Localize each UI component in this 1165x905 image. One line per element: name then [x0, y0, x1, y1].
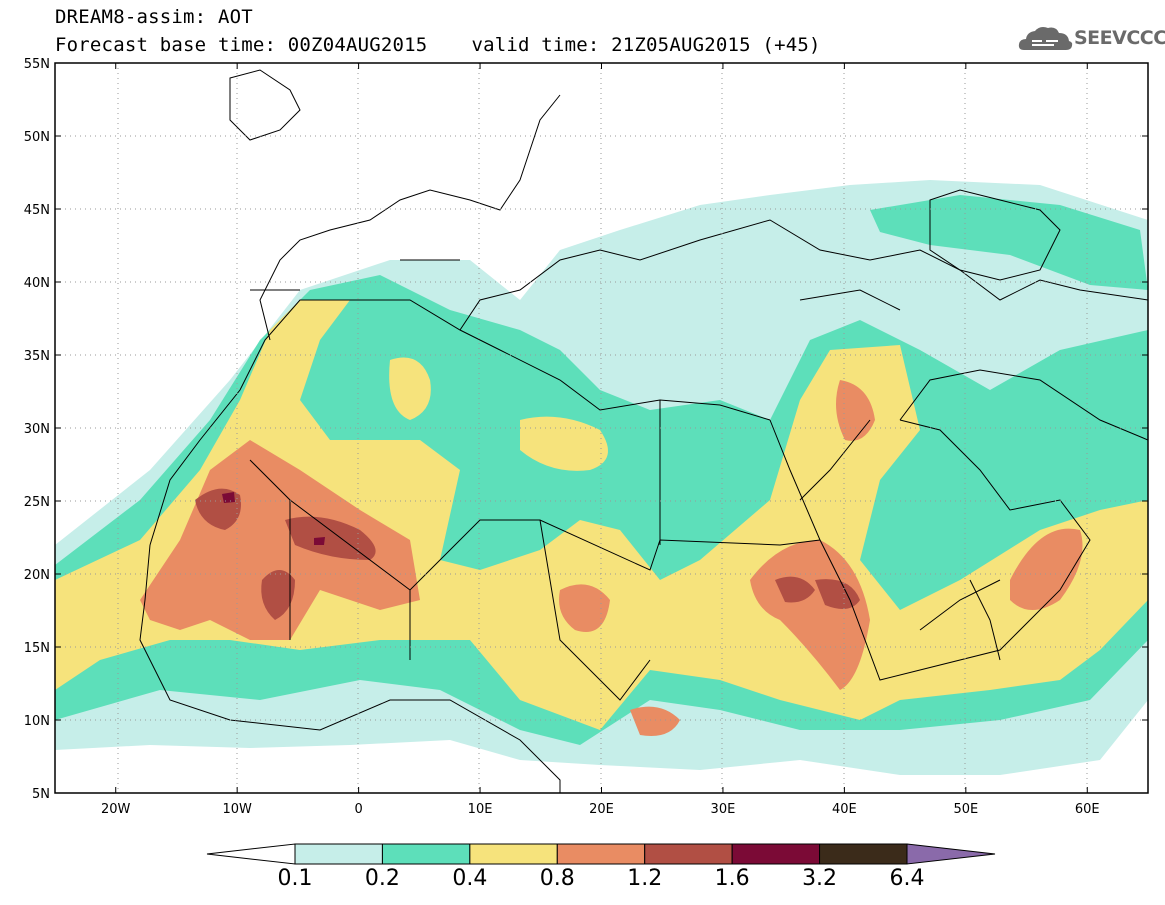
colorbar-segment: [556, 843, 646, 865]
lon-label-10W: 10W: [222, 802, 252, 817]
colorbar-segment: [819, 843, 908, 865]
latitude-labels: 5N 10N 15N 20N 25N 30N 35N 40N 45N 50N 55N: [24, 57, 50, 802]
lon-label-30E: 30E: [711, 802, 736, 817]
lat-label-30N: 30N: [24, 422, 50, 437]
grid-lines: [55, 63, 1148, 793]
lat-label-55N: 55N: [24, 57, 50, 72]
forecast-time-line: Forecast base time: 00Z04AUG2015 valid ti…: [55, 34, 821, 56]
colorbar: [206, 843, 996, 865]
lon-label-50E: 50E: [953, 802, 978, 817]
map-title: DREAM8-assim: AOT: [55, 6, 253, 28]
colorbar-level-label: 1.2: [627, 866, 663, 891]
aot-level-1.6: [222, 492, 235, 503]
lon-label-60E: 60E: [1075, 802, 1100, 817]
seevccc-logo: SEEVCCC: [1018, 24, 1165, 54]
lat-label-15N: 15N: [24, 641, 50, 656]
aot-level-0.8: [140, 440, 420, 640]
colorbar-segment: [731, 843, 821, 865]
axis-ticks: [55, 62, 1148, 794]
colorbar-level-label: 3.2: [802, 866, 838, 891]
colorbar-segment: [644, 843, 733, 865]
lon-label-10E: 10E: [468, 802, 493, 817]
lon-label-20E: 20E: [589, 802, 614, 817]
longitude-labels: 20W 10W 0 10E 20E 30E 40E 50E 60E: [101, 802, 1100, 817]
colorbar-segment: [381, 843, 471, 865]
base-time: Forecast base time: 00Z04AUG2015: [55, 34, 428, 56]
aot-level-0.4: [55, 300, 1148, 730]
colorbar-level-label: 6.4: [889, 866, 925, 891]
lat-label-25N: 25N: [24, 495, 50, 510]
coastlines: [139, 69, 1148, 793]
logo-text: SEEVCCC: [1074, 27, 1165, 49]
colorbar-level-label: 0.8: [539, 866, 575, 891]
colorbar-segment: [294, 843, 383, 865]
cloud-icon: [1018, 27, 1073, 50]
lat-label-50N: 50N: [24, 130, 50, 145]
lat-label-10N: 10N: [24, 714, 50, 729]
lat-label-20N: 20N: [24, 568, 50, 583]
valid-time: valid time: 21Z05AUG2015 (+45): [471, 34, 821, 56]
lat-label-40N: 40N: [24, 276, 50, 291]
lon-label-20W: 20W: [101, 802, 131, 817]
colorbar-segment: [469, 843, 558, 865]
lon-label-40E: 40E: [832, 802, 857, 817]
colorbar-level-label: 1.6: [714, 866, 750, 891]
colorbar-level-label: 0.4: [452, 866, 488, 891]
colorbar-high-end: [906, 843, 996, 865]
colorbar-level-label: 0.2: [364, 866, 400, 891]
lat-label-45N: 45N: [24, 203, 50, 218]
lon-label-0: 0: [354, 802, 362, 817]
lat-label-5N: 5N: [32, 787, 50, 802]
colorbar-level-label: 0.1: [277, 866, 313, 891]
colorbar-low-end: [206, 843, 296, 865]
lat-label-35N: 35N: [24, 349, 50, 364]
